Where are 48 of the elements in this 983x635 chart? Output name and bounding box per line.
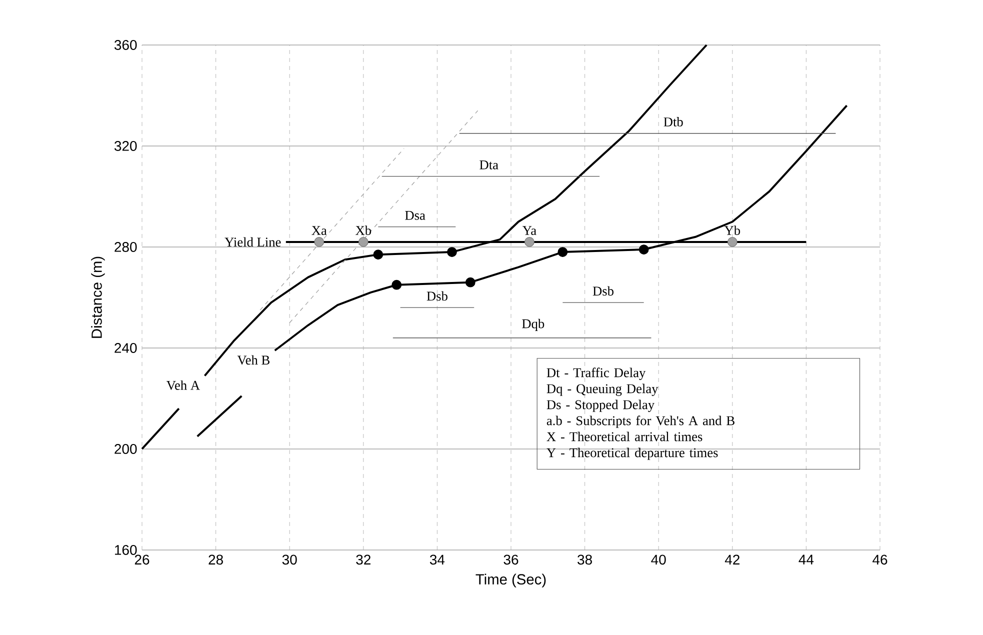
point — [465, 277, 476, 288]
x-tick-label: 28 — [208, 554, 223, 565]
point — [638, 244, 649, 254]
annotation: Ya — [522, 226, 536, 235]
x-tick-label: 42 — [724, 554, 740, 564]
point — [727, 237, 738, 247]
point — [392, 280, 402, 290]
annotation: Ds - Stopped Delay — [546, 400, 655, 412]
series-label: Veh A — [166, 380, 200, 390]
x-tick-label: 30 — [282, 554, 297, 565]
annotation: Y - Theoretical departure times — [546, 448, 718, 460]
annotation: Dqb — [522, 318, 544, 331]
annotation: Dsa — [405, 210, 426, 220]
annotation: Dq - Queuing Delay — [546, 384, 658, 396]
annotation: Dt - Traffic Delay — [546, 368, 646, 380]
y-tick-label: 160 — [115, 545, 137, 555]
y-tick-label: 320 — [114, 141, 137, 151]
x-tick-label: 34 — [430, 554, 445, 565]
y-tick-label: 240 — [114, 343, 137, 353]
x-tick-label: 26 — [134, 554, 150, 565]
x-tick-label: 36 — [504, 554, 518, 565]
point — [358, 237, 368, 247]
y-tick-label: 280 — [114, 242, 137, 252]
x-tick-label: 44 — [798, 554, 814, 564]
x-tick-label: 46 — [872, 554, 888, 565]
x-axis-title: Time (Sec) — [476, 574, 546, 588]
point — [314, 237, 324, 247]
y-tick-label: 360 — [114, 40, 137, 50]
annotation: Dsb — [592, 286, 614, 296]
series-label: Veh B — [237, 355, 270, 365]
annotation: Xb — [356, 226, 372, 235]
y-axis-title: Distance (m) — [91, 256, 105, 338]
annotation: Dsb — [426, 291, 448, 301]
x-tick-label: 38 — [578, 554, 592, 565]
annotation: a.b - Subscripts for Veh's A and B — [546, 416, 734, 428]
annotation: Yb — [724, 226, 740, 235]
y-tick-label: 200 — [114, 444, 137, 454]
annotation: Xa — [312, 226, 327, 235]
annotation: X - Theoretical arrival times — [546, 432, 702, 442]
annotation: Dtb — [664, 117, 683, 126]
x-tick-label: 32 — [356, 554, 370, 565]
point — [373, 250, 384, 260]
point — [524, 237, 534, 247]
point — [558, 247, 568, 257]
series-label: Yield Line — [224, 237, 281, 247]
point — [447, 247, 457, 257]
annotation: Dta — [480, 160, 498, 170]
x-tick-label: 40 — [651, 554, 666, 565]
